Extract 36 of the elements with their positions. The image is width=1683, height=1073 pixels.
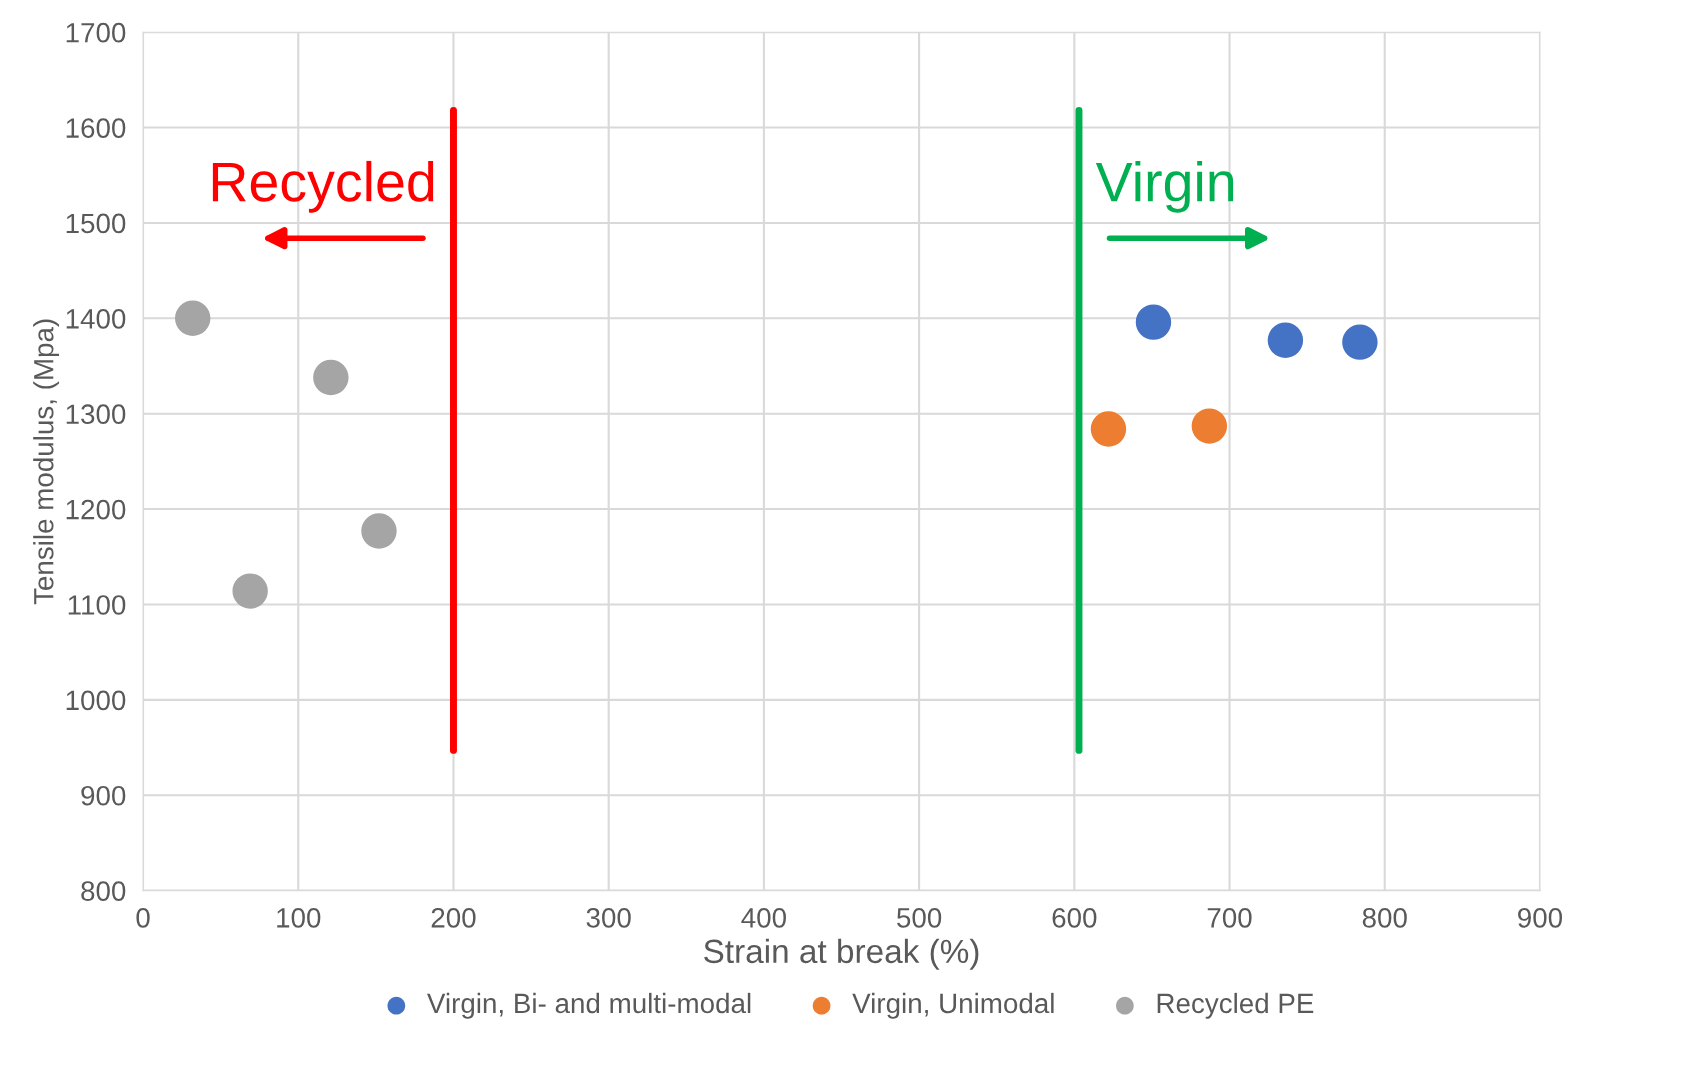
point	[361, 513, 397, 549]
y-tick-label: 800	[81, 881, 126, 901]
annotation: Virgin	[1095, 160, 1234, 213]
legend-label: Virgin, Unimodal	[852, 992, 1054, 1019]
x-tick-label: 500	[897, 907, 942, 928]
point	[1267, 322, 1304, 358]
y-tick-label: 900	[81, 785, 126, 806]
x-tick-label: 100	[277, 907, 321, 928]
x-tick-label: 0	[136, 907, 150, 928]
y-tick-label: 1100	[68, 595, 126, 615]
point	[313, 359, 349, 396]
legend-label: Recycled PE	[1157, 992, 1314, 1019]
point	[232, 573, 268, 609]
y-tick-label: 1000	[66, 690, 126, 711]
y-tick-label: 1300	[66, 404, 126, 425]
x-tick-label: 700	[1207, 907, 1252, 928]
point	[1191, 408, 1228, 444]
x-tick-label: 800	[1362, 907, 1407, 928]
point	[175, 300, 211, 337]
y-tick-label: 1400	[66, 308, 126, 329]
x-tick-label: 200	[431, 907, 476, 928]
point	[1342, 324, 1378, 360]
annotation: Recycled	[212, 160, 434, 213]
y-tick-label: 1500	[66, 213, 126, 234]
x-tick-label: 900	[1518, 907, 1563, 928]
point	[1090, 411, 1127, 447]
x-tick-label: 300	[586, 907, 631, 928]
legend-label: Virgin, Bi- and multi-modal	[427, 992, 751, 1019]
y-tick-label: 1200	[66, 499, 126, 520]
y-tick-label: 1700	[66, 22, 126, 43]
x-tick-label: 600	[1052, 907, 1097, 928]
y-tick-label: 1600	[66, 118, 126, 138]
point	[1135, 304, 1172, 340]
x-tick-label: 400	[741, 907, 786, 928]
y-axis-title: Tensile modulus, (Mpa)	[33, 319, 60, 605]
x-axis-title: Strain at break (%)	[704, 938, 979, 970]
